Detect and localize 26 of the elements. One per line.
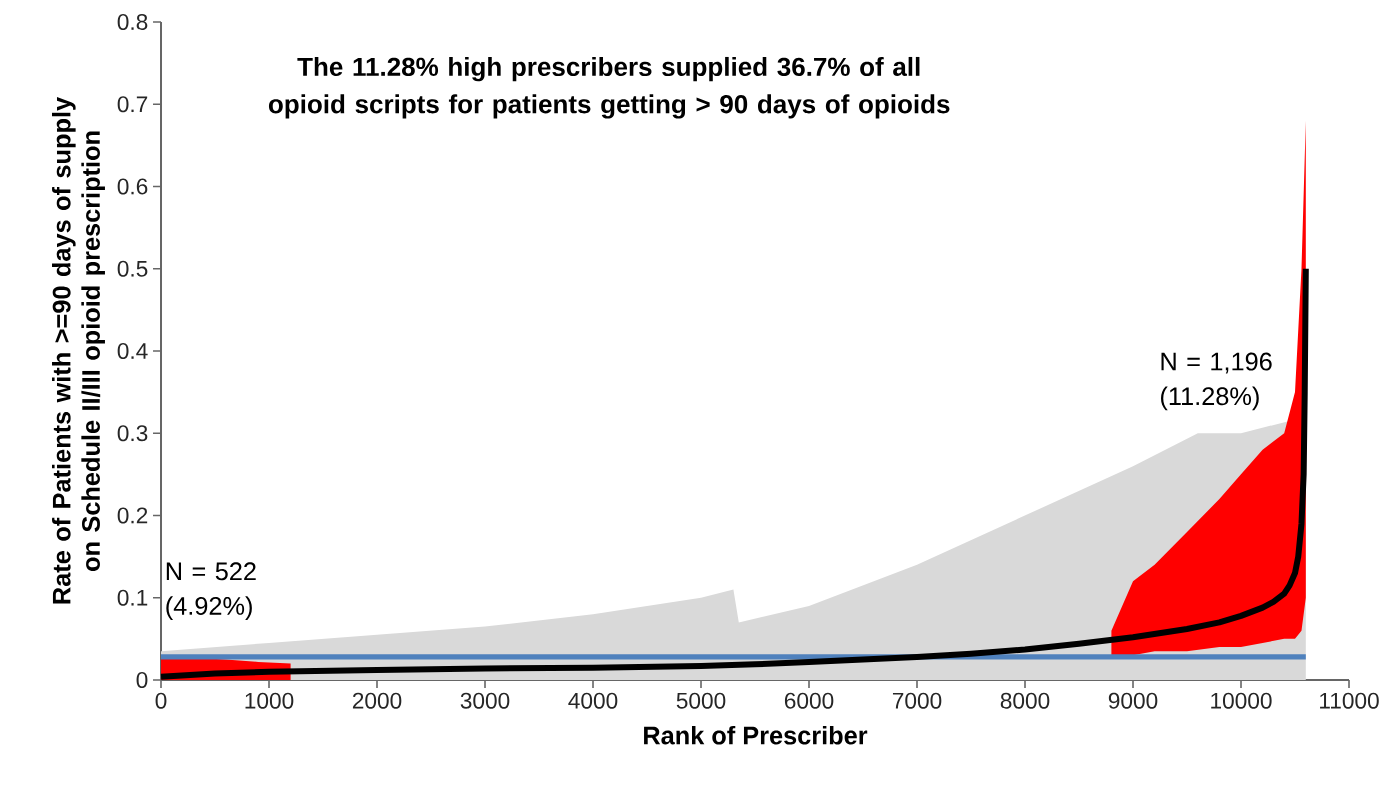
x-tick-label: 5000 [676,692,726,709]
y-tick-label: 0.7 [117,96,148,113]
x-tick-label: 8000 [1000,692,1050,709]
annotation: N = 1,196 (11.28%) [1161,352,1272,411]
y-axis-title: Rate of Patients with >=90 days of supply on Schedule II/III opioid prescription [52,97,105,604]
annotation: N = 522 (4.92%) [166,562,256,620]
x-tick-label: 6000 [784,692,834,709]
y-tick-label: 0 [136,671,148,689]
y-tick-label: 0.5 [117,260,148,277]
y-tick-label: 0.1 [117,589,148,606]
x-tick-label: 2000 [352,692,402,709]
x-tick-label: 9000 [1108,692,1158,709]
y-tick-label: 0.4 [117,342,148,360]
x-tick-label: 10000 [1211,692,1272,709]
y-tick-label: 0.2 [117,507,148,524]
x-tick-label: 0 [155,692,167,709]
x-axis-title: Rank of Prescriber [644,725,868,745]
y-tick-label: 0.3 [117,425,148,442]
x-tick-label: 1000 [245,692,294,709]
x-tick-label: 4000 [568,692,618,709]
text: The 11.28% high prescribers supplied 36.7% of all opioid scripts for patients getting > 90 days of opioids [268,56,950,119]
x-tick-label: 3000 [460,692,510,709]
y-tick-label: 0.6 [117,178,148,195]
x-tick-label: 11000 [1320,692,1379,709]
x-tick-label: 7000 [892,692,942,709]
y-tick-label: 0.8 [117,13,148,31]
